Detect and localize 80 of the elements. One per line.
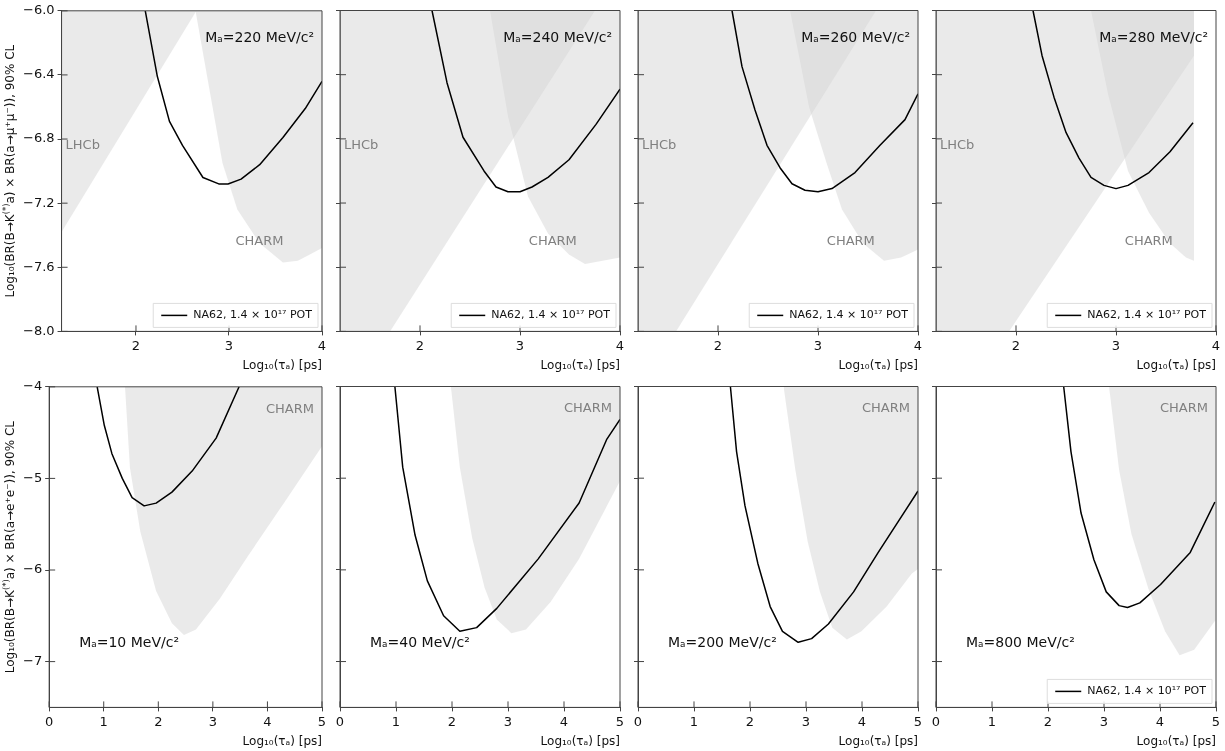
annotation: Mₐ=200 MeV/c² — [668, 633, 777, 650]
legend-label: NA62, 1.4 × 10¹⁷ POT — [789, 308, 909, 322]
x-tick-label: 2 — [131, 337, 141, 353]
x-axis-title: Log₁₀(τₐ) [ps] — [838, 358, 918, 373]
x-tick-label: 2 — [1043, 713, 1053, 729]
x-tick-label: 4 — [615, 337, 625, 353]
y-tick-label: −6.8 — [22, 130, 55, 146]
series-label: LHCb — [344, 136, 379, 152]
x-tick-label: 2 — [1011, 337, 1021, 353]
x-axis-title: Log₁₀(τₐ) [ps] — [540, 358, 620, 373]
x-tick-label: 5 — [913, 713, 923, 729]
x-tick-label: 1 — [689, 713, 699, 729]
series-label: LHCb — [642, 136, 677, 152]
x-tick-label: 1 — [99, 713, 108, 729]
series-label: CHARM — [266, 400, 315, 416]
series-label: CHARM — [528, 232, 577, 248]
x-axis-title: Log₁₀(τₐ) [ps] — [242, 734, 322, 749]
x-tick-label: 0 — [45, 713, 54, 729]
x-axis-title: Log₁₀(τₐ) [ps] — [1136, 358, 1216, 373]
x-tick-label: 4 — [263, 713, 272, 729]
series-label: CHARM — [235, 233, 284, 249]
y-tick-label: −7.2 — [22, 194, 55, 210]
x-tick-label: 5 — [317, 713, 327, 729]
x-tick-label: 1 — [391, 713, 401, 729]
x-tick-label: 2 — [447, 713, 457, 729]
y-tick-label: −6.4 — [22, 66, 55, 82]
x-tick-label: 2 — [154, 713, 163, 729]
annotation: Mₐ=800 MeV/c² — [966, 633, 1075, 650]
x-tick-label: 2 — [415, 337, 425, 353]
x-tick-label: 4 — [1211, 337, 1221, 353]
x-tick-label: 4 — [317, 337, 327, 353]
y-axis-title: Log₁₀(BR(B→K(*)a) × BR(a→μ⁺μ⁻)), 90% CL — [0, 44, 18, 298]
annotation: Mₐ=260 MeV/c² — [801, 29, 911, 46]
y-tick-label: −4 — [22, 378, 43, 394]
x-tick-label: 3 — [208, 713, 218, 729]
legend-label: NA62, 1.4 × 10¹⁷ POT — [1087, 308, 1207, 322]
x-axis-title: Log₁₀(τₐ) [ps] — [540, 734, 620, 749]
series-label: LHCb — [65, 136, 100, 152]
legend-label: NA62, 1.4 × 10¹⁷ POT — [1087, 684, 1207, 698]
x-tick-label: 0 — [633, 713, 643, 729]
x-tick-label: 5 — [1211, 713, 1221, 729]
y-tick-label: −6.0 — [22, 2, 55, 18]
x-tick-label: 3 — [224, 337, 234, 353]
x-tick-label: 3 — [1099, 713, 1109, 729]
x-axis-title: Log₁₀(τₐ) [ps] — [242, 358, 322, 373]
x-tick-label: 1 — [987, 713, 997, 729]
x-tick-label: 2 — [745, 713, 755, 729]
y-tick-label: −7 — [22, 652, 43, 668]
x-tick-label: 3 — [503, 713, 513, 729]
y-tick-label: −7.6 — [22, 258, 55, 274]
x-tick-label: 3 — [801, 713, 811, 729]
series-label: CHARM — [1160, 400, 1209, 416]
x-tick-label: 2 — [713, 337, 723, 353]
x-tick-label: 4 — [559, 713, 569, 729]
series-label: CHARM — [826, 232, 875, 248]
x-tick-label: 3 — [813, 337, 823, 353]
x-axis-title: Log₁₀(τₐ) [ps] — [838, 734, 918, 749]
x-tick-label: 4 — [913, 337, 923, 353]
x-axis-title: Log₁₀(τₐ) [ps] — [1136, 734, 1216, 749]
series-label: CHARM — [1124, 232, 1173, 248]
x-tick-label: 0 — [931, 713, 941, 729]
x-tick-label: 4 — [1155, 713, 1165, 729]
x-tick-label: 5 — [615, 713, 625, 729]
y-tick-label: −6 — [22, 561, 43, 577]
x-tick-label: 4 — [857, 713, 867, 729]
x-tick-label: 3 — [1111, 337, 1121, 353]
legend-label: NA62, 1.4 × 10¹⁷ POT — [193, 308, 313, 322]
annotation: Mₐ=240 MeV/c² — [503, 29, 613, 46]
legend-label: NA62, 1.4 × 10¹⁷ POT — [491, 308, 611, 322]
series-label: CHARM — [862, 400, 911, 416]
annotation: Mₐ=10 MeV/c² — [79, 633, 180, 650]
x-tick-label: 0 — [335, 713, 345, 729]
series-label: LHCb — [940, 136, 975, 152]
y-tick-label: −5 — [22, 469, 43, 485]
x-tick-label: 3 — [515, 337, 525, 353]
series-label: CHARM — [564, 400, 613, 416]
annotation: Mₐ=280 MeV/c² — [1099, 29, 1209, 46]
annotation: Mₐ=40 MeV/c² — [370, 633, 470, 650]
annotation: Mₐ=220 MeV/c² — [205, 29, 315, 46]
y-tick-label: −8.0 — [22, 322, 55, 338]
